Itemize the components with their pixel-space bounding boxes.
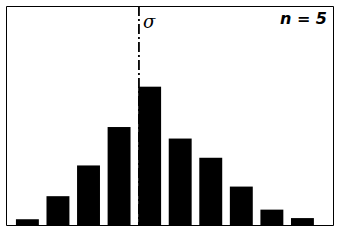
x-axis <box>7 225 334 226</box>
bar <box>46 196 69 225</box>
x-axis-top-line <box>7 6 334 7</box>
marks <box>16 6 314 225</box>
x-axis-line <box>7 225 334 226</box>
x-axis-top <box>7 6 334 7</box>
plot: σ n = 5 <box>7 6 334 226</box>
y-axis-line <box>6 7 7 226</box>
bar <box>291 218 314 225</box>
bar <box>138 87 161 225</box>
chart: σ n = 5 <box>0 0 339 231</box>
bar <box>77 165 100 225</box>
bar <box>108 127 131 225</box>
y-axis-right-line <box>333 7 334 226</box>
annotation: n = 5 <box>280 9 327 28</box>
reference-line <box>138 6 140 225</box>
y-axis-right <box>333 7 334 226</box>
annotation: σ <box>143 11 156 32</box>
bar <box>16 219 39 225</box>
y-axis <box>6 7 7 226</box>
bar <box>230 187 253 225</box>
bar <box>169 139 192 225</box>
bar <box>199 158 222 225</box>
bar <box>260 210 283 225</box>
